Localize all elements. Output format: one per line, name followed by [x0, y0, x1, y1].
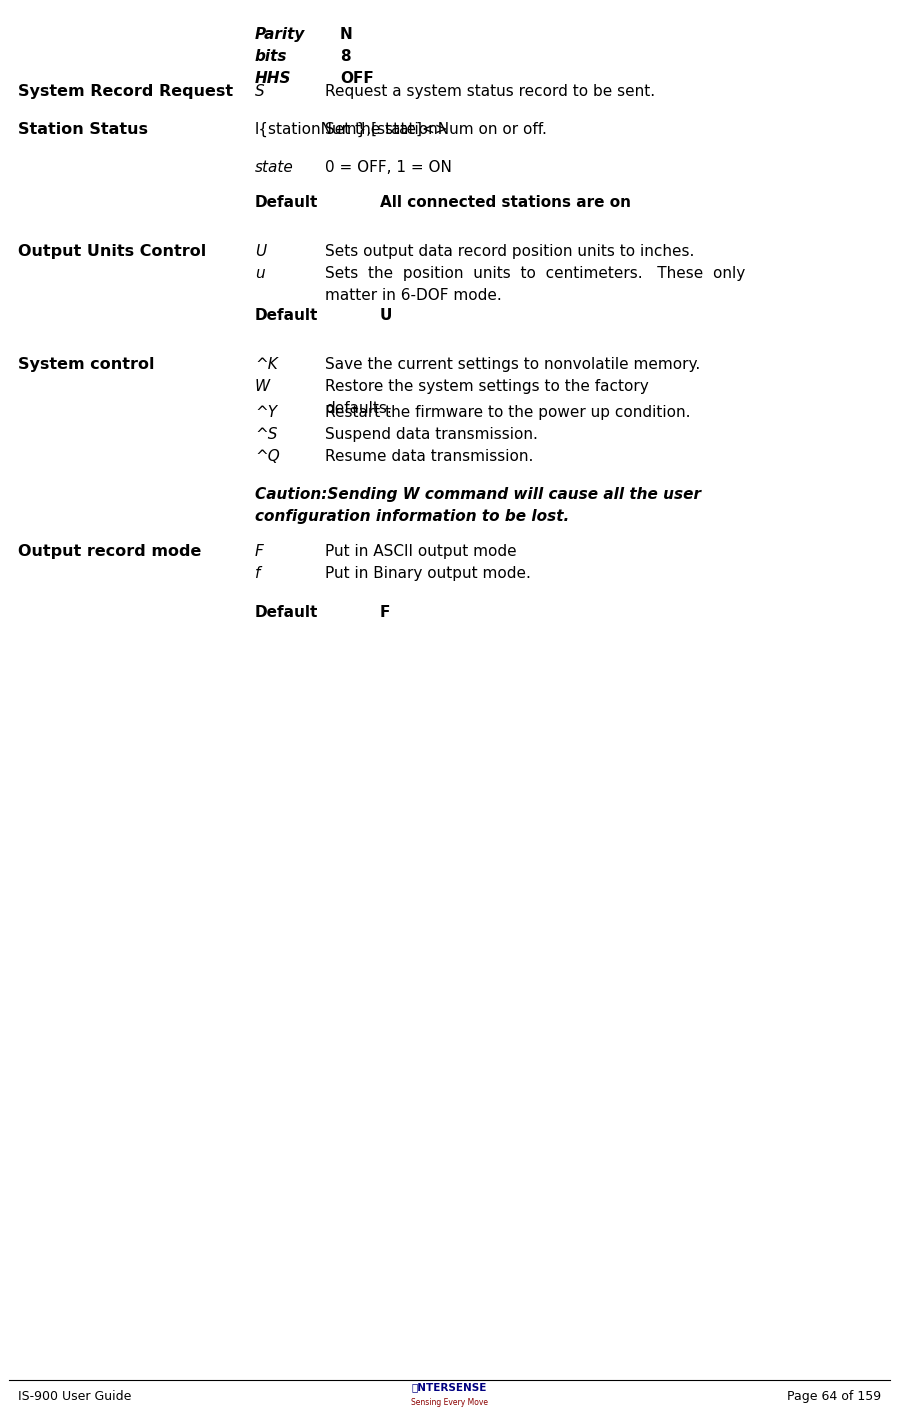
Text: W: W: [255, 380, 270, 394]
Text: Put in ASCII output mode: Put in ASCII output mode: [325, 545, 517, 559]
Text: Restart the firmware to the power up condition.: Restart the firmware to the power up con…: [325, 405, 690, 419]
Text: IS-900 User Guide: IS-900 User Guide: [18, 1389, 131, 1404]
Text: Page 64 of 159: Page 64 of 159: [787, 1389, 881, 1404]
Text: S: S: [255, 84, 264, 100]
Text: 0 = OFF, 1 = ON: 0 = OFF, 1 = ON: [325, 161, 452, 175]
Text: configuration information to be lost.: configuration information to be lost.: [255, 509, 569, 523]
Text: F: F: [380, 604, 390, 620]
Text: Put in Binary output mode.: Put in Binary output mode.: [325, 566, 531, 582]
Text: Sets output data record position units to inches.: Sets output data record position units t…: [325, 245, 694, 259]
Text: Station Status: Station Status: [18, 122, 148, 137]
Text: Output record mode: Output record mode: [18, 545, 201, 559]
Text: Default: Default: [255, 309, 318, 323]
Text: Sets  the  position  units  to  centimeters.   These  only: Sets the position units to centimeters. …: [325, 266, 745, 282]
Text: U: U: [255, 245, 266, 259]
Text: ⓘNTERSENSE: ⓘNTERSENSE: [412, 1382, 487, 1392]
Text: l{stationNum},[state]<>: l{stationNum},[state]<>: [255, 122, 449, 137]
Text: Suspend data transmission.: Suspend data transmission.: [325, 427, 538, 442]
Text: Restore the system settings to the factory: Restore the system settings to the facto…: [325, 380, 649, 394]
Text: Caution:Sending W command will cause all the user: Caution:Sending W command will cause all…: [255, 486, 701, 502]
Text: All connected stations are on: All connected stations are on: [380, 195, 631, 210]
Text: Parity: Parity: [255, 27, 306, 43]
Text: u: u: [255, 266, 264, 282]
Text: Resume data transmission.: Resume data transmission.: [325, 449, 533, 464]
Text: F: F: [255, 545, 263, 559]
Text: Default: Default: [255, 604, 318, 620]
Text: HHS: HHS: [255, 71, 291, 85]
Text: Request a system status record to be sent.: Request a system status record to be sen…: [325, 84, 655, 100]
Text: bits: bits: [255, 48, 288, 64]
Text: Output Units Control: Output Units Control: [18, 245, 206, 259]
Text: ^S: ^S: [255, 427, 278, 442]
Text: 8: 8: [340, 48, 351, 64]
Text: U: U: [380, 309, 392, 323]
Text: ^Y: ^Y: [255, 405, 277, 419]
Text: f: f: [255, 566, 261, 582]
Text: Save the current settings to nonvolatile memory.: Save the current settings to nonvolatile…: [325, 357, 700, 373]
Text: OFF: OFF: [340, 71, 374, 85]
Text: N: N: [340, 27, 352, 43]
Text: Set the stationNum on or off.: Set the stationNum on or off.: [325, 122, 547, 137]
Text: ^K: ^K: [255, 357, 278, 373]
Text: Default: Default: [255, 195, 318, 210]
Text: Sensing Every Move: Sensing Every Move: [411, 1398, 488, 1408]
Text: ^Q: ^Q: [255, 449, 280, 464]
Text: System Record Request: System Record Request: [18, 84, 233, 100]
Text: matter in 6-DOF mode.: matter in 6-DOF mode.: [325, 289, 502, 303]
Text: System control: System control: [18, 357, 155, 373]
Text: defaults.: defaults.: [325, 401, 392, 417]
Text: state: state: [255, 161, 294, 175]
